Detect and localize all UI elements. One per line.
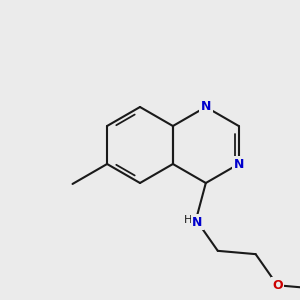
- Text: O: O: [272, 279, 283, 292]
- Text: N: N: [233, 158, 244, 170]
- Text: H: H: [184, 215, 193, 225]
- Text: N: N: [201, 100, 211, 113]
- Text: N: N: [192, 216, 203, 229]
